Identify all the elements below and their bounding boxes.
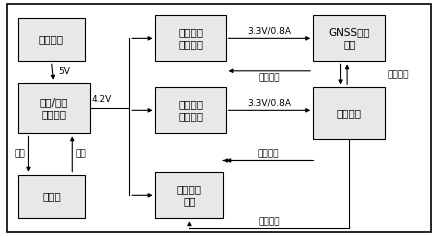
Bar: [155, 172, 223, 218]
Text: 充电/电池
管理单元: 充电/电池 管理单元: [39, 97, 68, 119]
Text: 控制模块: 控制模块: [337, 108, 362, 118]
Bar: [313, 15, 385, 61]
Text: GNSS接收
模块: GNSS接收 模块: [328, 27, 370, 50]
Text: 4.2V: 4.2V: [92, 95, 112, 104]
Bar: [155, 87, 226, 133]
Bar: [155, 15, 226, 61]
Text: 数据传输: 数据传输: [388, 70, 409, 79]
Text: 双模蓝牙
模块: 双模蓝牙 模块: [177, 184, 202, 206]
Text: 第一电平
转换单元: 第一电平 转换单元: [178, 27, 203, 50]
Text: 数据传输: 数据传输: [258, 149, 279, 158]
Bar: [18, 18, 85, 61]
Text: 5V: 5V: [58, 67, 70, 76]
Text: 充电: 充电: [76, 149, 87, 159]
Bar: [18, 83, 90, 133]
Text: 锂电池: 锂电池: [42, 191, 61, 202]
Text: 外部电源: 外部电源: [39, 34, 64, 45]
Text: 第二电平
转换单元: 第二电平 转换单元: [178, 99, 203, 122]
Bar: [313, 87, 385, 139]
Text: 控制使能: 控制使能: [258, 217, 280, 226]
Text: 3.3V/0.8A: 3.3V/0.8A: [247, 99, 291, 108]
Text: 控制使能: 控制使能: [258, 73, 280, 82]
Text: 放电: 放电: [14, 149, 25, 159]
Bar: [18, 175, 85, 218]
Text: 3.3V/0.8A: 3.3V/0.8A: [247, 27, 291, 36]
